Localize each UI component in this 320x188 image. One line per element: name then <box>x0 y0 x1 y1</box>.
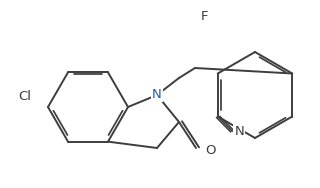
Text: O: O <box>205 145 215 158</box>
Text: N: N <box>234 125 244 138</box>
Text: Cl: Cl <box>18 90 31 104</box>
Text: F: F <box>201 11 209 24</box>
Text: N: N <box>152 89 162 102</box>
